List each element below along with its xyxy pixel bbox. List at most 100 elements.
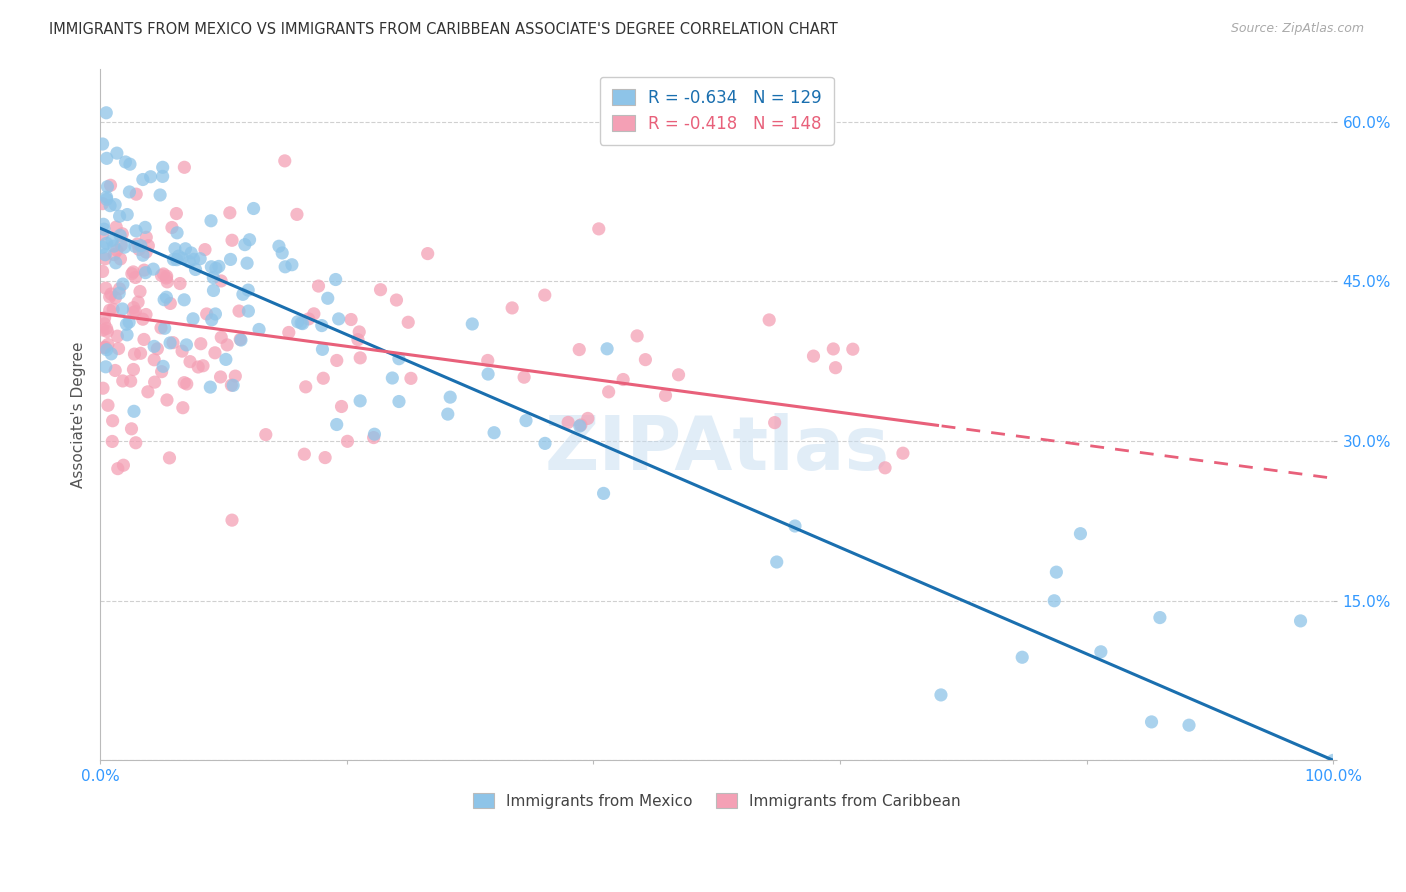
Point <box>114 240 136 254</box>
Point <box>209 274 232 288</box>
Point <box>118 315 141 329</box>
Point <box>1011 650 1033 665</box>
Point <box>98 199 121 213</box>
Point <box>104 363 127 377</box>
Point <box>180 246 202 260</box>
Point <box>179 254 201 268</box>
Point <box>107 329 129 343</box>
Point <box>588 222 610 236</box>
Point <box>96 192 118 206</box>
Point <box>501 301 523 315</box>
Point <box>129 238 152 252</box>
Point <box>1149 610 1171 624</box>
Point <box>204 307 226 321</box>
Point <box>347 333 370 347</box>
Point <box>105 220 128 235</box>
Point <box>224 369 246 384</box>
Point <box>477 353 499 368</box>
Point <box>167 249 190 263</box>
Point <box>100 287 122 301</box>
Point <box>1289 614 1312 628</box>
Point <box>209 330 232 344</box>
Point <box>285 207 308 221</box>
Point <box>612 372 634 386</box>
Point <box>96 325 118 339</box>
Point <box>208 260 231 274</box>
Point <box>1045 565 1067 579</box>
Point <box>569 417 592 432</box>
Point <box>461 317 484 331</box>
Point <box>205 261 228 276</box>
Point <box>179 354 201 368</box>
Point <box>100 347 122 361</box>
Point <box>163 242 186 256</box>
Point <box>326 353 349 368</box>
Point <box>330 400 353 414</box>
Point <box>132 248 155 262</box>
Point <box>122 362 145 376</box>
Point <box>96 343 118 357</box>
Point <box>513 370 536 384</box>
Legend: Immigrants from Mexico, Immigrants from Caribbean: Immigrants from Mexico, Immigrants from … <box>467 788 967 815</box>
Point <box>152 267 174 281</box>
Point <box>891 446 914 460</box>
Point <box>124 270 146 285</box>
Point <box>172 401 194 415</box>
Point <box>1322 753 1344 767</box>
Point <box>254 427 277 442</box>
Point <box>93 217 115 231</box>
Point <box>290 316 312 330</box>
Point <box>134 220 156 235</box>
Point <box>128 243 150 257</box>
Point <box>325 417 347 432</box>
Point <box>124 347 146 361</box>
Point <box>136 384 159 399</box>
Point <box>93 310 115 325</box>
Point <box>115 318 138 332</box>
Point <box>219 252 242 267</box>
Point <box>281 258 304 272</box>
Point <box>190 336 212 351</box>
Point <box>236 256 259 270</box>
Point <box>97 337 120 351</box>
Point <box>823 342 845 356</box>
Point <box>765 555 787 569</box>
Point <box>191 359 214 373</box>
Point <box>129 346 152 360</box>
Point <box>162 335 184 350</box>
Point <box>202 270 225 285</box>
Point <box>204 346 226 360</box>
Point <box>200 214 222 228</box>
Point <box>1043 594 1066 608</box>
Point <box>98 290 121 304</box>
Point <box>91 381 114 395</box>
Point <box>1090 645 1112 659</box>
Point <box>153 293 176 307</box>
Point <box>132 172 155 186</box>
Point <box>112 458 135 473</box>
Point <box>96 321 118 335</box>
Point <box>127 295 149 310</box>
Point <box>111 227 134 241</box>
Point <box>439 390 461 404</box>
Point <box>101 414 124 428</box>
Point <box>125 224 148 238</box>
Point <box>159 296 181 310</box>
Point <box>668 368 690 382</box>
Point <box>155 271 177 285</box>
Point <box>143 339 166 353</box>
Point <box>111 277 134 291</box>
Point <box>803 349 825 363</box>
Point <box>107 342 129 356</box>
Point <box>873 460 896 475</box>
Point <box>159 335 181 350</box>
Point <box>135 230 157 244</box>
Text: Source: ZipAtlas.com: Source: ZipAtlas.com <box>1230 22 1364 36</box>
Point <box>287 315 309 329</box>
Point <box>111 374 134 388</box>
Point <box>222 378 245 392</box>
Point <box>101 302 124 317</box>
Point <box>121 422 143 436</box>
Point <box>172 252 194 266</box>
Point <box>229 332 252 346</box>
